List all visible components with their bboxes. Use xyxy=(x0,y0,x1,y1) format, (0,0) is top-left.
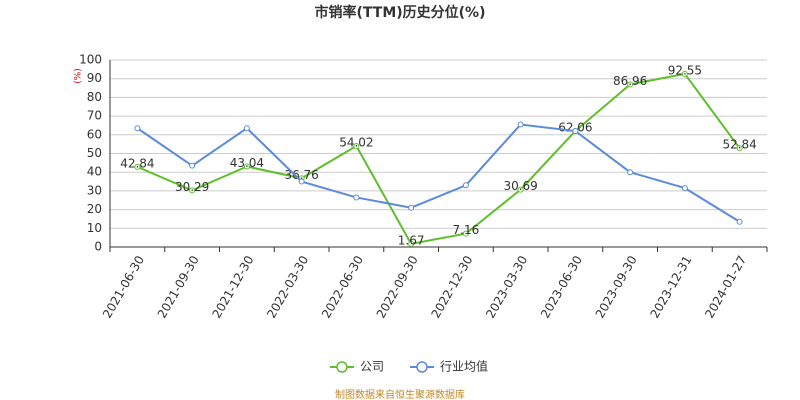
data-point xyxy=(189,187,196,194)
data-label: 36.76 xyxy=(284,168,318,182)
data-point xyxy=(462,182,469,189)
data-label: 30.29 xyxy=(175,180,209,194)
x-tick-label: 2023-03-30 xyxy=(483,253,530,320)
y-tick-label: 90 xyxy=(87,71,102,85)
data-point xyxy=(517,186,524,193)
data-point xyxy=(189,162,196,169)
data-point xyxy=(681,185,688,192)
data-label: 30.69 xyxy=(503,179,537,193)
data-label: 7.16 xyxy=(453,223,480,237)
x-tick-label: 2023-12-31 xyxy=(648,253,695,320)
x-tick-label: 2022-09-30 xyxy=(374,253,421,320)
y-tick-label: 0 xyxy=(94,240,102,254)
x-tick-label: 2022-03-30 xyxy=(264,253,311,320)
x-tick-label: 2021-09-30 xyxy=(155,253,202,320)
data-point xyxy=(408,204,415,211)
legend-label: 行业均值 xyxy=(440,359,488,374)
y-tick-label: 80 xyxy=(87,90,102,104)
data-point xyxy=(736,145,743,152)
data-point xyxy=(134,125,141,132)
data-point xyxy=(627,169,634,176)
data-label: 52.84 xyxy=(722,138,756,152)
legend-label: 公司 xyxy=(360,360,384,374)
source-note: 制图数据来自恒生聚源数据库 xyxy=(335,388,465,400)
legend-marker xyxy=(336,361,348,373)
x-tick-label: 2023-06-30 xyxy=(538,253,585,320)
data-point xyxy=(681,70,688,77)
legend-marker xyxy=(416,361,428,373)
chart-title: 市销率(TTM)历史分位(%) xyxy=(315,4,486,21)
y-tick-label: 60 xyxy=(87,127,102,141)
x-tick-label: 2022-06-30 xyxy=(319,253,366,320)
data-label: 1.67 xyxy=(398,233,425,247)
data-label: 54.02 xyxy=(339,135,373,149)
y-tick-label: 50 xyxy=(87,146,102,160)
series-line xyxy=(136,123,741,223)
data-point xyxy=(627,81,634,88)
y-tick-label: 20 xyxy=(87,202,102,216)
data-point xyxy=(736,218,743,225)
y-tick-label: 70 xyxy=(87,109,102,123)
x-tick-label: 2021-12-30 xyxy=(210,253,257,320)
series-line xyxy=(136,72,741,245)
y-tick-label: 10 xyxy=(87,221,102,235)
data-point xyxy=(517,121,524,128)
data-point xyxy=(353,194,360,201)
data-point xyxy=(134,163,141,170)
data-label: 92.55 xyxy=(668,63,702,77)
data-point xyxy=(298,178,305,185)
x-tick-label: 2024-01-27 xyxy=(702,253,749,320)
y-tick-label: 30 xyxy=(87,183,102,197)
data-point xyxy=(353,142,360,149)
data-label: 42.84 xyxy=(120,156,154,170)
y-tick-label: 40 xyxy=(87,165,102,179)
data-label: 86.96 xyxy=(613,74,647,88)
data-point xyxy=(408,240,415,247)
y-unit: (%) xyxy=(74,68,84,84)
x-tick-label: 2023-09-30 xyxy=(593,253,640,320)
data-point xyxy=(243,163,250,170)
y-tick-label: 100 xyxy=(79,53,102,67)
data-point xyxy=(462,230,469,237)
x-tick-label: 2022-12-30 xyxy=(429,253,476,320)
data-label: 43.04 xyxy=(230,156,264,170)
data-point xyxy=(572,128,579,135)
x-tick-label: 2021-06-30 xyxy=(100,253,147,320)
data-point xyxy=(243,125,250,132)
